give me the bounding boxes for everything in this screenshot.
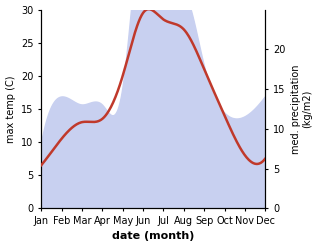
Y-axis label: med. precipitation
(kg/m2): med. precipitation (kg/m2) <box>291 64 313 154</box>
Y-axis label: max temp (C): max temp (C) <box>5 75 16 143</box>
X-axis label: date (month): date (month) <box>112 231 194 242</box>
